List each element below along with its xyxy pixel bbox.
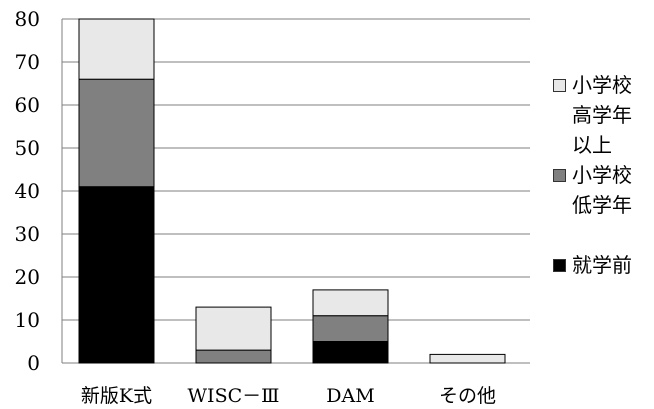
bar-0-series-2 bbox=[78, 18, 155, 80]
y-tick-label-10: 10 bbox=[15, 308, 40, 332]
legend-label-upper-grades: 小学校 高学年 以上 bbox=[572, 73, 632, 157]
bars bbox=[78, 18, 506, 364]
legend-swatch-lower-grades bbox=[553, 169, 566, 182]
x-category-label-3: その他 bbox=[439, 385, 496, 407]
y-tick-label-70: 70 bbox=[15, 50, 40, 74]
y-tick-label-40: 40 bbox=[15, 179, 40, 203]
legend-item-lower-grades: 小学校 低学年 bbox=[553, 160, 653, 250]
legend-swatch-preschool bbox=[553, 259, 566, 272]
bar-1-series-1 bbox=[195, 349, 272, 364]
bar-2-series-1 bbox=[312, 315, 389, 343]
y-tick-label-60: 60 bbox=[15, 93, 40, 117]
bar-2-series-0 bbox=[312, 341, 389, 364]
legend-item-preschool: 就学前 bbox=[553, 250, 653, 280]
y-axis-ticks: 0 10 20 30 40 50 60 70 80 bbox=[15, 7, 40, 375]
bar-2-series-2 bbox=[312, 289, 389, 317]
y-tick-label-80: 80 bbox=[15, 7, 40, 31]
bar-0-series-1 bbox=[78, 78, 155, 188]
legend-swatch-upper-grades bbox=[553, 79, 566, 92]
y-tick-label-0: 0 bbox=[27, 351, 40, 375]
y-tick-label-50: 50 bbox=[15, 136, 40, 160]
bar-0-series-0 bbox=[78, 186, 155, 364]
legend-item-upper-grades: 小学校 高学年 以上 bbox=[553, 70, 653, 160]
y-tick-label-20: 20 bbox=[15, 265, 40, 289]
x-axis-labels: 新版K式 WISC－Ⅲ DAM その他 bbox=[81, 385, 496, 407]
x-category-label-1: WISC－Ⅲ bbox=[188, 385, 280, 407]
y-tick-label-30: 30 bbox=[15, 222, 40, 246]
bar-3-series-2 bbox=[429, 353, 506, 364]
legend: 小学校 高学年 以上 小学校 低学年 就学前 bbox=[553, 70, 653, 280]
legend-label-preschool: 就学前 bbox=[572, 253, 632, 277]
x-category-label-2: DAM bbox=[326, 385, 374, 407]
x-category-label-0: 新版K式 bbox=[81, 385, 152, 407]
bar-1-series-2 bbox=[195, 306, 272, 351]
legend-label-lower-grades: 小学校 低学年 bbox=[572, 163, 632, 217]
